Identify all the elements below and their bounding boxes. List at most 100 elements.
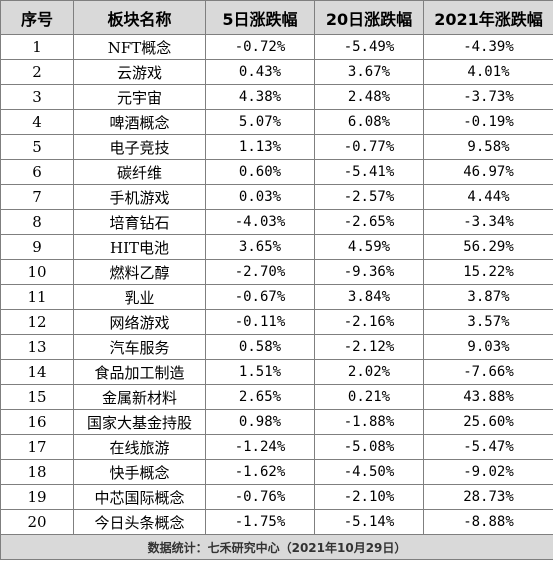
footer-row: 数据统计：七禾研究中心（2021年10月29日） bbox=[0, 534, 553, 560]
sector-name-cell: 元宇宙 bbox=[73, 84, 206, 110]
20day-change-cell: 2.48% bbox=[314, 84, 424, 110]
2021-change-cell: -4.39% bbox=[423, 34, 553, 60]
20day-change-cell: 0.21% bbox=[314, 384, 424, 410]
5day-change-cell: 0.60% bbox=[205, 159, 315, 185]
sector-name-cell: 燃料乙醇 bbox=[73, 259, 206, 285]
20day-change-cell: -5.08% bbox=[314, 434, 424, 460]
table-row: 19 中芯国际概念 -0.76% -2.10% 28.73% bbox=[0, 484, 553, 510]
5day-change-cell: -0.72% bbox=[205, 34, 315, 60]
sector-name-cell: 金属新材料 bbox=[73, 384, 206, 410]
2021-change-cell: 25.60% bbox=[423, 409, 553, 435]
sector-name-cell: 国家大基金持股 bbox=[73, 409, 206, 435]
2021-change-cell: -5.47% bbox=[423, 434, 553, 460]
sector-name-cell: NFT概念 bbox=[73, 34, 206, 60]
sector-name-cell: 快手概念 bbox=[73, 459, 206, 485]
2021-change-cell: -8.88% bbox=[423, 509, 553, 535]
20day-change-cell: -5.49% bbox=[314, 34, 424, 60]
row-index-cell: 11 bbox=[0, 284, 74, 310]
table-row: 16 国家大基金持股 0.98% -1.88% 25.60% bbox=[0, 409, 553, 435]
2021-change-cell: 9.03% bbox=[423, 334, 553, 360]
row-index-cell: 10 bbox=[0, 259, 74, 285]
sector-name-cell: 云游戏 bbox=[73, 59, 206, 85]
row-index-cell: 6 bbox=[0, 159, 74, 185]
sector-name-cell: 网络游戏 bbox=[73, 309, 206, 335]
row-index-cell: 17 bbox=[0, 434, 74, 460]
5day-change-cell: -2.70% bbox=[205, 259, 315, 285]
2021-change-cell: -3.73% bbox=[423, 84, 553, 110]
20day-change-cell: -2.12% bbox=[314, 334, 424, 360]
table-row: 13 汽车服务 0.58% -2.12% 9.03% bbox=[0, 334, 553, 360]
5day-change-cell: -1.24% bbox=[205, 434, 315, 460]
5day-change-cell: -0.76% bbox=[205, 484, 315, 510]
table-row: 6 碳纤维 0.60% -5.41% 46.97% bbox=[0, 159, 553, 185]
20day-change-cell: -2.10% bbox=[314, 484, 424, 510]
20day-change-cell: -2.16% bbox=[314, 309, 424, 335]
5day-change-cell: 5.07% bbox=[205, 109, 315, 135]
row-index-cell: 7 bbox=[0, 184, 74, 210]
table-row: 12 网络游戏 -0.11% -2.16% 3.57% bbox=[0, 309, 553, 335]
table-row: 10 燃料乙醇 -2.70% -9.36% 15.22% bbox=[0, 259, 553, 285]
header-sector-name: 板块名称 bbox=[73, 0, 206, 35]
2021-change-cell: 56.29% bbox=[423, 234, 553, 260]
data-source-note: 数据统计：七禾研究中心（2021年10月29日） bbox=[0, 534, 553, 560]
20day-change-cell: 2.02% bbox=[314, 359, 424, 385]
sector-name-cell: HIT电池 bbox=[73, 234, 206, 260]
5day-change-cell: 2.65% bbox=[205, 384, 315, 410]
sector-name-cell: 手机游戏 bbox=[73, 184, 206, 210]
20day-change-cell: -5.41% bbox=[314, 159, 424, 185]
table-row: 4 啤酒概念 5.07% 6.08% -0.19% bbox=[0, 109, 553, 135]
sector-name-cell: 培育钻石 bbox=[73, 209, 206, 235]
row-index-cell: 16 bbox=[0, 409, 74, 435]
header-20day-change: 20日涨跌幅 bbox=[314, 0, 424, 35]
5day-change-cell: -0.11% bbox=[205, 309, 315, 335]
row-index-cell: 9 bbox=[0, 234, 74, 260]
20day-change-cell: -9.36% bbox=[314, 259, 424, 285]
2021-change-cell: 3.87% bbox=[423, 284, 553, 310]
5day-change-cell: -1.75% bbox=[205, 509, 315, 535]
row-index-cell: 1 bbox=[0, 34, 74, 60]
5day-change-cell: 0.43% bbox=[205, 59, 315, 85]
2021-change-cell: -9.02% bbox=[423, 459, 553, 485]
5day-change-cell: -0.67% bbox=[205, 284, 315, 310]
5day-change-cell: -1.62% bbox=[205, 459, 315, 485]
sector-name-cell: 汽车服务 bbox=[73, 334, 206, 360]
table-row: 2 云游戏 0.43% 3.67% 4.01% bbox=[0, 59, 553, 85]
20day-change-cell: -4.50% bbox=[314, 459, 424, 485]
20day-change-cell: 4.59% bbox=[314, 234, 424, 260]
2021-change-cell: 3.57% bbox=[423, 309, 553, 335]
table-row: 20 今日头条概念 -1.75% -5.14% -8.88% bbox=[0, 509, 553, 535]
20day-change-cell: -0.77% bbox=[314, 134, 424, 160]
header-index: 序号 bbox=[0, 0, 74, 35]
5day-change-cell: 0.58% bbox=[205, 334, 315, 360]
2021-change-cell: 9.58% bbox=[423, 134, 553, 160]
header-5day-change: 5日涨跌幅 bbox=[205, 0, 315, 35]
table-row: 8 培育钻石 -4.03% -2.65% -3.34% bbox=[0, 209, 553, 235]
row-index-cell: 19 bbox=[0, 484, 74, 510]
2021-change-cell: 4.01% bbox=[423, 59, 553, 85]
5day-change-cell: 0.98% bbox=[205, 409, 315, 435]
header-2021-change: 2021年涨跌幅 bbox=[423, 0, 553, 35]
table-row: 15 金属新材料 2.65% 0.21% 43.88% bbox=[0, 384, 553, 410]
row-index-cell: 3 bbox=[0, 84, 74, 110]
table-row: 7 手机游戏 0.03% -2.57% 4.44% bbox=[0, 184, 553, 210]
2021-change-cell: 4.44% bbox=[423, 184, 553, 210]
table-row: 17 在线旅游 -1.24% -5.08% -5.47% bbox=[0, 434, 553, 460]
table-row: 3 元宇宙 4.38% 2.48% -3.73% bbox=[0, 84, 553, 110]
20day-change-cell: -5.14% bbox=[314, 509, 424, 535]
header-row: 序号 板块名称 5日涨跌幅 20日涨跌幅 2021年涨跌幅 bbox=[0, 0, 553, 35]
sector-name-cell: 啤酒概念 bbox=[73, 109, 206, 135]
row-index-cell: 15 bbox=[0, 384, 74, 410]
sector-name-cell: 中芯国际概念 bbox=[73, 484, 206, 510]
5day-change-cell: -4.03% bbox=[205, 209, 315, 235]
sector-name-cell: 在线旅游 bbox=[73, 434, 206, 460]
table-row: 1 NFT概念 -0.72% -5.49% -4.39% bbox=[0, 34, 553, 60]
5day-change-cell: 4.38% bbox=[205, 84, 315, 110]
5day-change-cell: 0.03% bbox=[205, 184, 315, 210]
2021-change-cell: 46.97% bbox=[423, 159, 553, 185]
20day-change-cell: -1.88% bbox=[314, 409, 424, 435]
5day-change-cell: 1.51% bbox=[205, 359, 315, 385]
row-index-cell: 8 bbox=[0, 209, 74, 235]
5day-change-cell: 1.13% bbox=[205, 134, 315, 160]
sector-name-cell: 食品加工制造 bbox=[73, 359, 206, 385]
